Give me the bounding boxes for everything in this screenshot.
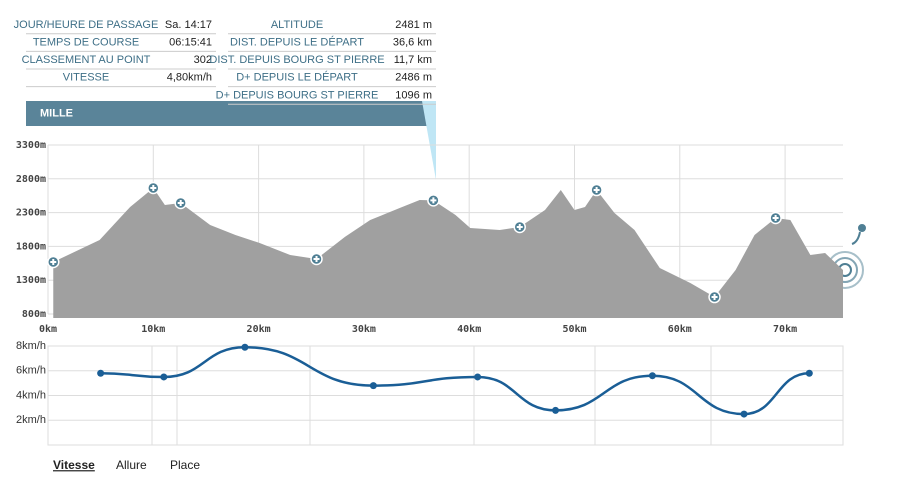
checkpoint-plus [516, 223, 523, 230]
x-tick-label: 60km [668, 324, 692, 335]
info-label: CLASSEMENT AU POINT [22, 54, 151, 66]
y-tick-label: 2300m [16, 208, 46, 219]
speed-vgrid [151, 346, 712, 445]
y-tick-label: 800m [22, 309, 46, 320]
info-value: 1096 m [395, 89, 432, 101]
y-tick-label: 1800m [16, 241, 46, 252]
checkpoint [427, 194, 440, 207]
speed-point [648, 372, 656, 380]
tab[interactable]: Allure [116, 458, 147, 472]
checkpoint [513, 220, 526, 234]
y-tick-label: 6km/h [16, 365, 46, 377]
info-label: D+ DEPUIS BOURG ST PIERRE [216, 89, 379, 101]
checkpoint [310, 252, 323, 266]
y-tick-label: 2km/h [16, 414, 46, 426]
speed-point [552, 406, 560, 414]
x-tick-label: 30km [352, 324, 376, 335]
elevation-area [53, 187, 844, 318]
y-tick-label: 1300m [16, 275, 46, 286]
checkpoint-plus [313, 255, 320, 262]
checkpoint [174, 196, 187, 210]
info-label: VITESSE [63, 72, 109, 84]
x-tick-label: 20km [247, 324, 271, 335]
chart-area: 800m 1300m 1800m 2300m 2800m 3300m 0km 10km 20km… [16, 140, 844, 335]
info-label: D+ DEPUIS LE DÉPART [236, 71, 358, 84]
info-label: DIST. DEPUIS LE DÉPART [230, 36, 364, 49]
tab[interactable]: Place [170, 458, 200, 472]
speed-point [474, 373, 482, 381]
info-label: DIST. DEPUIS BOURG ST PIERRE [209, 54, 384, 66]
banner-title: MILLE [40, 107, 73, 119]
info-label: TEMPS DE COURSE [33, 37, 139, 49]
chart-line: 2km/h 4km/h 6km/h 8km/h [16, 340, 843, 426]
checkpoint-plus [593, 187, 600, 194]
checkpoint [708, 290, 721, 304]
y-tick-label: 4km/h [16, 389, 46, 401]
banner [26, 101, 436, 126]
speed-point [740, 410, 748, 418]
info-value: 36,6 km [393, 37, 432, 49]
checkpoint-plus [50, 259, 57, 266]
speed-point [97, 369, 105, 377]
speed-point [805, 369, 813, 377]
info-value: 4,80km/h [167, 72, 212, 84]
x-tick-label: 50km [562, 324, 586, 335]
checkpoint-plus [711, 294, 718, 301]
speed-point [241, 343, 249, 351]
info-value: 11,7 km [394, 54, 432, 66]
pointer [422, 101, 436, 180]
info-label: JOUR/HEURE DE PASSAGE [14, 19, 159, 31]
checkpoint [147, 181, 160, 195]
x-tick-label: 40km [457, 324, 481, 335]
checkpoint-plus [177, 200, 184, 207]
info-label: ALTITUDE [271, 19, 323, 31]
info-value: 302 [194, 54, 212, 66]
y-tick-label: 3300m [16, 140, 46, 151]
tab[interactable]: Vitesse [53, 458, 95, 472]
speed-point [160, 373, 168, 381]
x-tick-label: 70km [773, 324, 797, 335]
y-tick-label: 8km/h [16, 340, 46, 352]
speed-line [100, 345, 810, 416]
x-tick-label: 0km [39, 324, 57, 335]
checkpoint-plus [150, 184, 157, 191]
checkpoint [769, 211, 782, 225]
checkpoint [590, 183, 603, 197]
info-value: 06:15:41 [169, 37, 212, 49]
checkpoint [47, 255, 60, 269]
info-value: Sa. 14:17 [165, 19, 212, 31]
speed-point [369, 382, 377, 390]
info-value: 2486 m [395, 72, 432, 84]
checkpoint-plus [772, 215, 779, 222]
info-value: 2481 m [395, 19, 432, 31]
y-tick-label: 2800m [16, 174, 46, 185]
x-tick-label: 10km [141, 324, 165, 335]
checkpoint-plus [430, 197, 437, 204]
